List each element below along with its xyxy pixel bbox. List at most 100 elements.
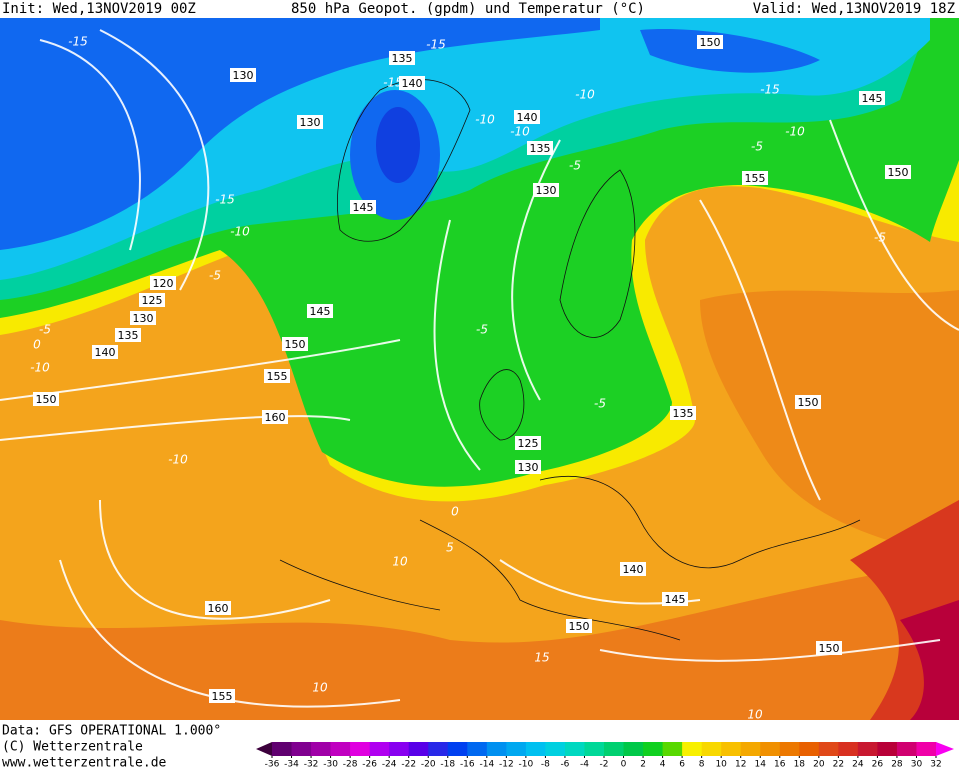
geopotential-label-box xyxy=(92,345,118,359)
coastline xyxy=(337,79,471,242)
very-cold-field xyxy=(640,29,820,73)
colorbar-tick-label: 14 xyxy=(755,760,767,770)
geopotential-label: 130 xyxy=(133,312,154,325)
geopotential-label-box xyxy=(885,165,911,179)
colorbar-tick-label: 18 xyxy=(794,760,806,770)
geopotential-label: 125 xyxy=(518,437,539,450)
colorbar-tick-label: -10 xyxy=(519,760,534,770)
colorbar-box xyxy=(330,742,351,756)
colorbar-box xyxy=(877,742,898,756)
geopotential-label-box xyxy=(515,460,541,474)
valid-time: Valid: Wed,13NOV2019 18Z xyxy=(753,1,955,17)
geopotential-label: 120 xyxy=(153,277,174,290)
colorbar-box xyxy=(486,742,507,756)
colorbar-box xyxy=(799,742,820,756)
geopotential-label: 150 xyxy=(798,396,819,409)
geopotential-label-box xyxy=(262,410,288,424)
geopotential-label: 135 xyxy=(673,407,694,420)
warmer-field xyxy=(0,560,959,720)
geopotential-label-box xyxy=(230,68,256,82)
header-band xyxy=(0,0,959,18)
temperature-label: -5 xyxy=(751,140,763,154)
colorbar-tick-label: 28 xyxy=(891,760,903,770)
temperature-label: -5 xyxy=(569,159,581,173)
geopotential-label-box xyxy=(566,619,592,633)
temperature-label: -5 xyxy=(39,323,51,337)
colorbar-tick-label: -24 xyxy=(382,760,397,770)
colorbar-tick-label: 26 xyxy=(872,760,884,770)
geopotential-label: 140 xyxy=(517,111,538,124)
geopotential-label: 150 xyxy=(285,338,306,351)
colorbar-box xyxy=(857,742,878,756)
geopotential-label-box xyxy=(742,171,768,185)
colorbar-box xyxy=(408,742,429,756)
temperature-label: 10 xyxy=(747,708,763,722)
colorbar-box xyxy=(818,742,839,756)
colorbar: -36 -34 -32 -30 -28 -26 -24 -22 -20 -18 -16 -14 -12-… xyxy=(256,742,954,770)
geopotential-label: 145 xyxy=(665,593,686,606)
colorbar-tick-label: -28 xyxy=(343,760,358,770)
colorbar-tick-label: -30 xyxy=(323,760,338,770)
temperature-label: 10 xyxy=(392,555,408,569)
colorbar-tick-label: -8 xyxy=(541,760,550,770)
map xyxy=(0,18,959,720)
geopotential-label-box xyxy=(297,115,323,129)
geopotential-label: 145 xyxy=(310,305,331,318)
colorbar-box xyxy=(740,742,761,756)
geopotential-label-box xyxy=(399,76,425,90)
colorbar-tick-label: -36 xyxy=(265,760,280,770)
temperature-label: 10 xyxy=(312,681,328,695)
colorbar-box xyxy=(525,742,546,756)
colorbar-tick-label: -12 xyxy=(499,760,514,770)
geopotential-label-box xyxy=(697,35,723,49)
temperature-label: -15 xyxy=(760,83,780,97)
warmer-field xyxy=(700,290,959,560)
geopotential-label: 155 xyxy=(212,690,233,703)
colorbar-end xyxy=(936,742,954,756)
geopotential-label: 130 xyxy=(233,69,254,82)
temperature-label: 0 xyxy=(451,505,459,519)
temperature-label: 0 xyxy=(33,338,41,352)
geopotential-label-box xyxy=(533,183,559,197)
colorbar-tick-label: -20 xyxy=(421,760,436,770)
geopotential-label: 150 xyxy=(36,393,57,406)
geopotential-label: 135 xyxy=(392,52,413,65)
geopotential-label: 140 xyxy=(623,563,644,576)
temperature-label: -15 xyxy=(383,76,403,90)
geopotential-label: 150 xyxy=(819,642,840,655)
colorbar-tick-label: -4 xyxy=(580,760,589,770)
temperature-label: 15 xyxy=(534,651,549,665)
geopotential-label: 140 xyxy=(95,346,116,359)
colorbar-box xyxy=(896,742,917,756)
isoline xyxy=(0,29,959,708)
colorbar-tick-label: -18 xyxy=(440,760,455,770)
colorbar-box xyxy=(447,742,468,756)
geopotential-label-box xyxy=(620,562,646,576)
colorbar-box xyxy=(467,742,488,756)
colorbar-tick-label: -16 xyxy=(460,760,475,770)
temperature-label: -5 xyxy=(476,323,488,337)
geopotential-label-box xyxy=(139,293,165,307)
colorbar-tick-label: -32 xyxy=(304,760,319,770)
colorbar-tick-label: 24 xyxy=(852,760,864,770)
geopotential-label: 155 xyxy=(745,172,766,185)
colorbar-box xyxy=(506,742,527,756)
very-cold-field xyxy=(376,107,420,183)
geopotential-label-box xyxy=(205,601,231,615)
geopotential-label: 155 xyxy=(267,370,288,383)
colorbar-box xyxy=(916,742,937,756)
colorbar-box xyxy=(350,742,371,756)
colorbar-end xyxy=(256,742,272,756)
geopotential-label: 150 xyxy=(888,166,909,179)
colorbar-tick-label: -6 xyxy=(560,760,569,770)
temperature-label: -15 xyxy=(426,38,446,52)
geopotential-label: 150 xyxy=(569,620,590,633)
colorbar-box xyxy=(272,742,293,756)
geopotential-label: 145 xyxy=(353,201,374,214)
geopotential-label-box xyxy=(115,328,141,342)
geopotential-label-box xyxy=(662,592,688,606)
colorbar-box xyxy=(779,742,800,756)
colorbar-box xyxy=(389,742,410,756)
temperature-label: -10 xyxy=(785,125,805,139)
